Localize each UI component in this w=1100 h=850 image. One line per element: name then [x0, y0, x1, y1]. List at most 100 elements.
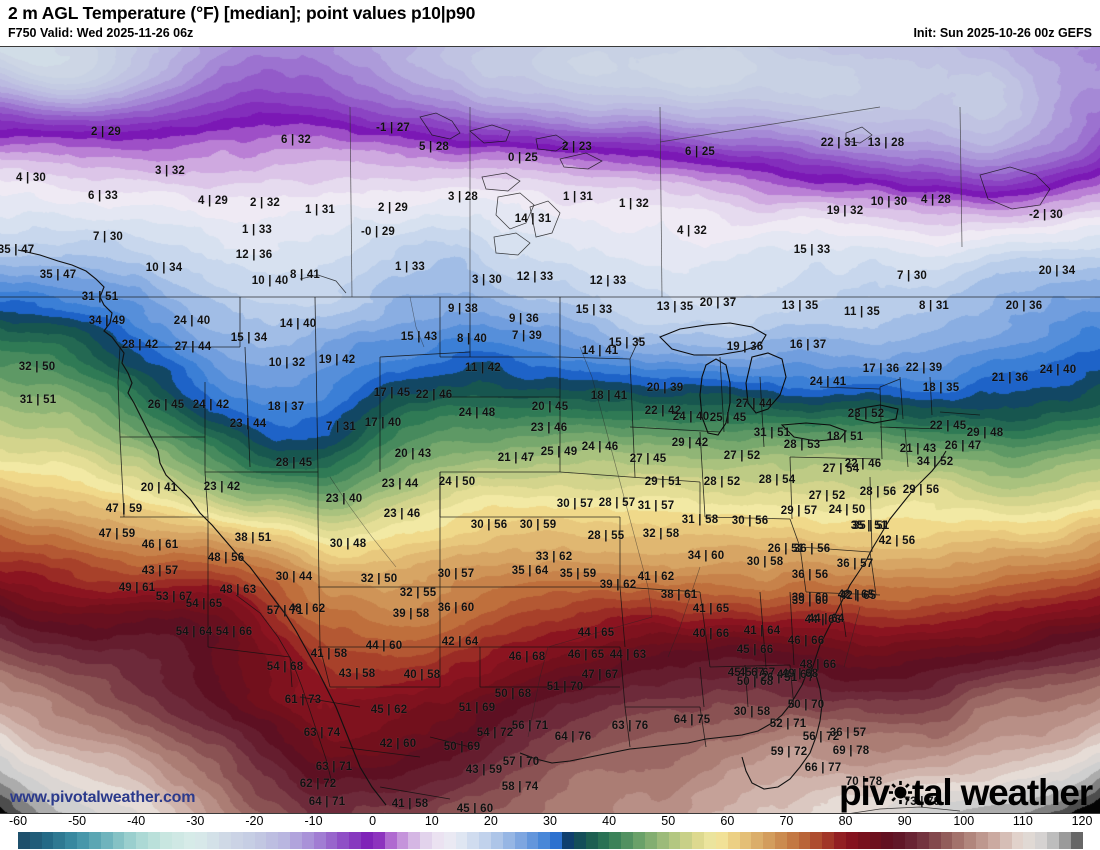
- point-value: 28 | 54: [759, 474, 796, 486]
- point-p90: 66: [716, 628, 730, 640]
- point-p10: 20: [699, 297, 713, 309]
- point-p10: 22: [905, 362, 919, 374]
- point-p10: 1: [241, 224, 249, 236]
- colorbar-swatch: [1058, 832, 1071, 849]
- colorbar-swatch: [100, 832, 113, 849]
- point-p10: 19: [318, 354, 332, 366]
- point-p90: 46: [605, 441, 619, 453]
- point-p90: 54: [846, 463, 860, 475]
- point-p10: 24: [581, 441, 595, 453]
- point-p90: 32: [635, 198, 650, 210]
- point-p10: 42: [839, 590, 853, 602]
- point-separator: |: [456, 741, 468, 753]
- point-p10: 25: [540, 446, 554, 458]
- point-separator: |: [979, 427, 991, 439]
- point-p90: 70: [526, 756, 540, 768]
- point-value: 27 | 54: [823, 463, 860, 475]
- point-p10: 9: [447, 303, 455, 315]
- point-p90: 27: [396, 122, 411, 134]
- colorbar[interactable]: -60 -50 -40 -30 -20 -10 0 10 20 30 40 50 60 70 80 90 100…: [0, 814, 1100, 850]
- point-p90: 66: [239, 626, 253, 638]
- point-p90: 29: [107, 126, 122, 138]
- temperature-map[interactable]: 2 | 29 6 | 32 -1 | 27 5 | 28 0 | 25 2 | 23 6 |…: [0, 46, 1100, 814]
- point-separator: |: [839, 431, 851, 443]
- point-value: 44 | 64: [808, 613, 845, 625]
- point-p90: 39: [528, 330, 543, 342]
- point-p90: 35: [680, 301, 694, 313]
- point-value: 8 | 31: [919, 300, 949, 312]
- point-value: 4 | 28: [921, 194, 951, 206]
- brand-text-part1: piv: [839, 772, 890, 813]
- point-value: 30 | 58: [747, 556, 784, 568]
- point-separator: |: [912, 443, 924, 455]
- point-p90: 71: [332, 796, 346, 808]
- point-p10: 31: [681, 514, 695, 526]
- point-p10: 28: [859, 486, 873, 498]
- point-p10: 22: [844, 458, 858, 470]
- point-p90: 41: [164, 482, 178, 494]
- point-p90: 51: [258, 532, 272, 544]
- point-value: 48 | 56: [208, 552, 245, 564]
- point-separator: |: [804, 569, 816, 581]
- point-separator: |: [880, 137, 892, 149]
- point-p10: 22: [644, 405, 658, 417]
- point-separator: |: [405, 608, 417, 620]
- point-value: 13 | 35: [657, 301, 694, 313]
- point-value: 50 | 70: [788, 699, 825, 711]
- point-value: 63 | 74: [304, 727, 341, 739]
- point-p90: 33: [104, 190, 119, 202]
- point-p10: 23: [203, 481, 217, 493]
- point-value: 18 | 35: [923, 382, 960, 394]
- point-value: 41 | 58: [311, 648, 348, 660]
- point-value: 15 | 43: [401, 331, 438, 343]
- point-p10: 70: [845, 776, 859, 788]
- point-p10: 46: [141, 539, 155, 551]
- point-p90: 55: [611, 530, 625, 542]
- point-separator: |: [187, 341, 199, 353]
- point-value: 32 | 50: [361, 573, 398, 585]
- point-value: 51 | 70: [547, 681, 584, 693]
- point-separator: |: [749, 676, 761, 688]
- point-p90: 42: [668, 405, 682, 417]
- point-p10: 33: [535, 551, 549, 563]
- colorbar-swatch: [976, 832, 988, 849]
- point-p90: 30: [1049, 209, 1064, 221]
- point-value: 30 | 44: [276, 571, 313, 583]
- colorbar-swatch: [644, 832, 657, 849]
- point-p90: 45: [953, 420, 967, 432]
- point-separator: |: [416, 669, 428, 681]
- point-p10: 50: [443, 741, 457, 753]
- point-value: 6 | 33: [88, 190, 118, 202]
- point-p10: 20: [531, 401, 545, 413]
- point-p90: 60: [815, 595, 829, 607]
- point-value: 28 | 56: [860, 486, 897, 498]
- point-p10: 17: [364, 417, 378, 429]
- point-p10: 30: [519, 519, 533, 531]
- point-p90: 61: [165, 539, 179, 551]
- colorbar-swatch: [502, 832, 515, 849]
- point-separator: |: [22, 172, 33, 184]
- point-value: 57 | 71: [267, 605, 304, 617]
- point-p90: 40: [197, 315, 211, 327]
- point-p90: 34: [169, 262, 183, 274]
- point-p90: 31: [844, 137, 858, 149]
- point-value: 46 | 61: [142, 539, 179, 551]
- point-separator: |: [857, 458, 869, 470]
- point-separator: |: [154, 539, 166, 551]
- point-value: 36 | 57: [830, 727, 867, 739]
- point-p10: 13: [781, 300, 795, 312]
- point-value: 32 | 58: [643, 528, 680, 540]
- point-p10: 26: [767, 543, 781, 555]
- point-separator: |: [740, 667, 752, 679]
- point-value: 41 | 58: [392, 798, 429, 810]
- colorbar-swatch: [964, 832, 977, 849]
- point-p90: 60: [461, 602, 475, 614]
- point-p90: 32: [292, 357, 306, 369]
- point-p90: 68: [290, 661, 304, 673]
- colorbar-swatch: [1070, 832, 1083, 849]
- point-p90: 71: [339, 761, 353, 773]
- point-separator: |: [569, 498, 581, 510]
- point-p90: 42: [695, 437, 709, 449]
- point-p10: 10: [145, 262, 159, 274]
- point-p10: 44: [577, 627, 591, 639]
